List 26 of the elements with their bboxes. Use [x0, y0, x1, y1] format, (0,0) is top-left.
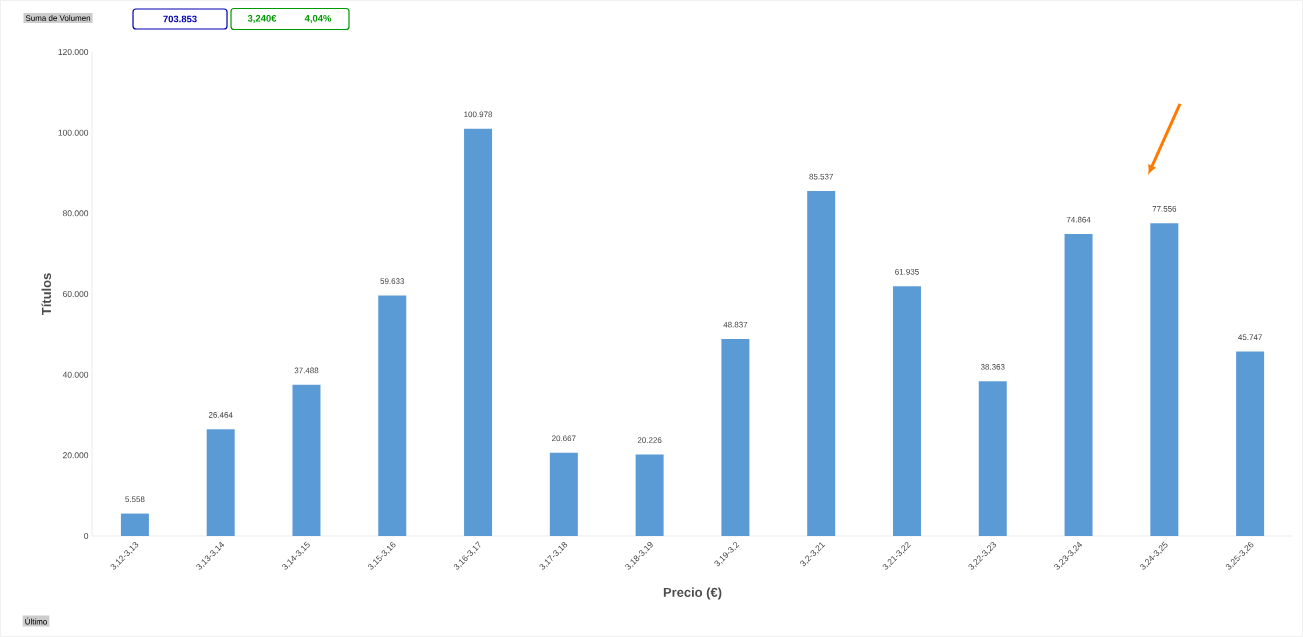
y-tick-label: 100.000: [58, 129, 89, 136]
bar: [378, 295, 407, 536]
bar: [120, 513, 149, 536]
bar: [978, 381, 1007, 536]
y-tick-label: 60.000: [63, 290, 89, 297]
bar: [635, 454, 664, 536]
bar: [549, 452, 578, 536]
text: 3,240€: [247, 14, 277, 24]
text: 4,04%: [304, 14, 332, 24]
y-tick-label: 80.000: [62, 210, 89, 217]
text: 703.853: [163, 15, 197, 23]
bar: [292, 384, 321, 536]
bar: [1150, 223, 1179, 536]
bar: [892, 286, 921, 536]
y-tick-label: 0: [84, 532, 89, 539]
bar: [1236, 351, 1265, 536]
bar: [1064, 234, 1093, 536]
y-axis-title: Títulos: [41, 273, 52, 316]
bar: [206, 429, 235, 536]
y-tick-label: 20.000: [63, 452, 89, 459]
y-tick-label: 40.000: [62, 371, 89, 378]
bar: [807, 190, 836, 536]
x-axis-title: Precio (€): [663, 587, 722, 600]
bar: [464, 128, 493, 536]
y-tick-label: 120.000: [58, 48, 89, 55]
bar: [721, 339, 750, 536]
